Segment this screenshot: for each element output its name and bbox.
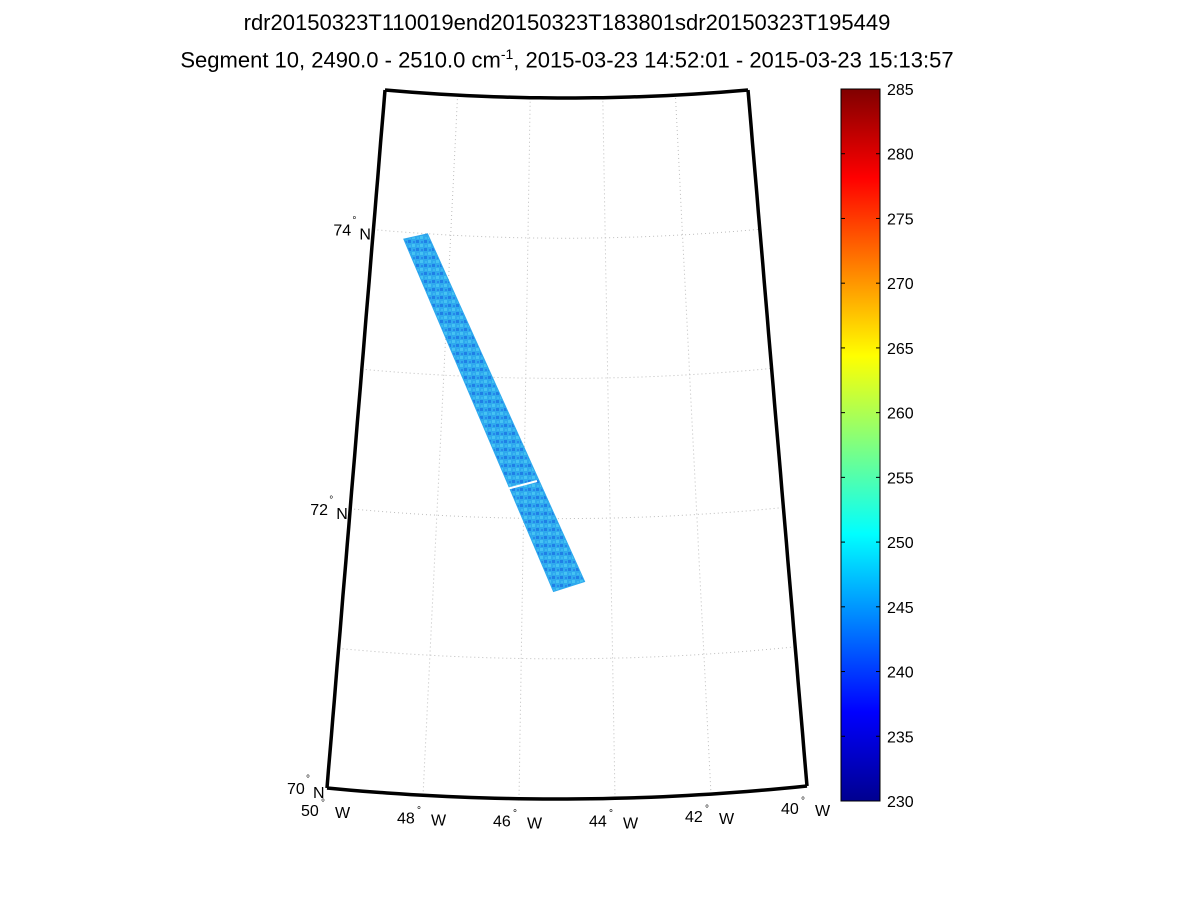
- colorbar-tick-label: 285: [887, 82, 914, 99]
- colorbar: 285 280 275 270 265 260 255 250 245 240 235 230: [840, 82, 914, 811]
- colorbar-tick-label: 250: [887, 535, 914, 552]
- lon-label-deg: 42: [685, 809, 703, 826]
- colorbar-gradient: [840, 88, 881, 802]
- lon-label-46: 46 ° W: [493, 809, 543, 833]
- swath-gap: [502, 480, 538, 491]
- degree-symbol: °: [609, 808, 613, 819]
- subtitle-prefix: Segment 10, 2490.0 - 2510.0 cm: [180, 47, 501, 73]
- colorbar-tick-label: 270: [887, 276, 914, 293]
- lat-label-hemi: N: [359, 227, 371, 244]
- lon-label-42: 42 ° W: [685, 804, 735, 828]
- lon-label-hemi: W: [719, 811, 735, 828]
- grid-lon-48: [422, 95, 459, 796]
- lat-label-hemi: N: [336, 506, 348, 523]
- colorbar-tick-label: 275: [887, 211, 914, 228]
- degree-symbol: °: [329, 495, 333, 506]
- data-swath: [403, 233, 586, 593]
- lon-label-hemi: W: [815, 803, 831, 820]
- frame-edge-0: [384, 88, 749, 100]
- lon-label-hemi: W: [335, 805, 351, 822]
- lat-label-deg: 74: [333, 223, 351, 240]
- grid-lon-46: [518, 97, 531, 799]
- grid-lon-42: [674, 95, 712, 795]
- degree-symbol: °: [352, 216, 356, 227]
- frame-edge-3: [746, 89, 809, 787]
- colorbar-tick-label: 280: [887, 147, 914, 164]
- lat-label-hemi: N: [313, 785, 325, 802]
- colorbar-tick-label: 245: [887, 600, 914, 617]
- map-frame: [325, 88, 809, 801]
- lon-label-deg: 40: [781, 801, 799, 818]
- chart-title: rdr20150323T110019end20150323T183801sdr2…: [243, 10, 891, 35]
- colorbar-tick-label: 235: [887, 729, 914, 746]
- lat-label-deg: 70: [287, 781, 305, 798]
- graticule: [338, 95, 796, 799]
- subtitle-suffix: , 2015-03-23 14:52:01 - 2015-03-23 15:13…: [513, 47, 954, 73]
- lon-label-deg: 50: [301, 803, 319, 820]
- grid-lon-44: [602, 97, 616, 799]
- colorbar-tick-label: 240: [887, 665, 914, 682]
- lat-label-deg: 72: [310, 502, 328, 519]
- grid-lat-73: [361, 367, 772, 379]
- degree-symbol: °: [306, 774, 310, 785]
- colorbar-tick-label: 255: [887, 470, 914, 487]
- colorbar-tick-label: 230: [887, 794, 914, 811]
- lon-label-deg: 48: [397, 810, 415, 827]
- lon-label-44: 44 ° W: [589, 808, 639, 832]
- degree-symbol: °: [417, 805, 421, 816]
- lat-label-72: 72°N: [310, 495, 348, 523]
- grid-lat-74: [373, 228, 760, 239]
- swath-polygon: [403, 233, 586, 593]
- lat-label-70: 70°N: [287, 774, 325, 802]
- colorbar-tick-label: 260: [887, 406, 914, 423]
- chart-subtitle: Segment 10, 2490.0 - 2510.0 cm-1, 2015-0…: [0, 46, 1134, 73]
- degree-symbol: °: [513, 809, 517, 820]
- degree-symbol: °: [801, 796, 805, 807]
- lat-label-74: 74°N: [333, 216, 371, 244]
- lon-label-50: 50 ° W: [301, 798, 351, 822]
- lon-label-hemi: W: [527, 816, 543, 833]
- frame-edge-2: [325, 89, 387, 789]
- axis-labels: 74°N72°N70°N50 °W 48 °W 46 °W 44 °W 42 °W40 °W: [287, 216, 831, 833]
- lon-label-deg: 46: [493, 814, 511, 831]
- subtitle-superscript: -1: [500, 46, 514, 62]
- lon-label-hemi: W: [431, 812, 447, 829]
- lon-label-48: 48 ° W: [397, 805, 447, 829]
- frame-edge-1: [326, 784, 808, 801]
- grid-lat-72: [350, 507, 784, 520]
- lon-label-hemi: W: [623, 815, 639, 832]
- colorbar-tick-label: 265: [887, 341, 914, 358]
- grid-lat-71: [338, 646, 796, 660]
- lon-label-40: 40 ° W: [781, 796, 831, 820]
- lon-label-deg: 44: [589, 813, 607, 830]
- degree-symbol: °: [705, 804, 709, 815]
- degree-symbol: °: [321, 798, 325, 809]
